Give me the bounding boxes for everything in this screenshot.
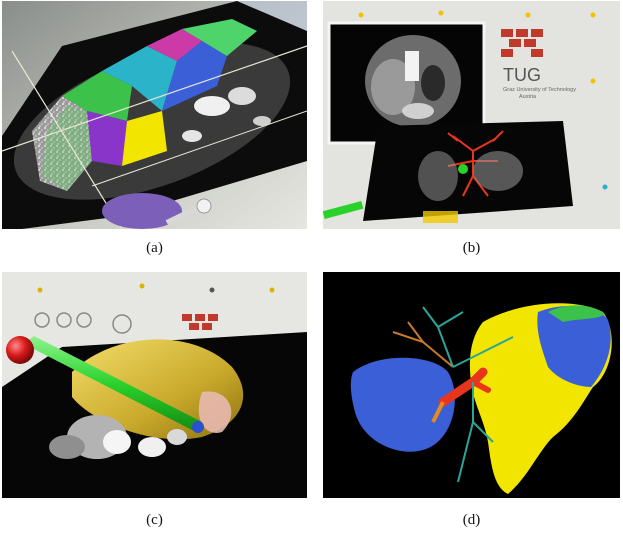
liver-segment-green	[548, 305, 605, 322]
vessel-model-panel	[363, 121, 573, 221]
liver-segments	[32, 19, 257, 191]
liver-segment-blue-right	[537, 305, 611, 387]
panel-d-svg	[323, 272, 620, 498]
liver-segment-blue-left	[350, 357, 455, 452]
panel-c-image	[2, 272, 307, 498]
panel-d-image	[323, 272, 620, 498]
caption-a: (a)	[146, 240, 163, 256]
panel-a-image	[2, 1, 307, 229]
tug-logo-word: TUG	[503, 65, 541, 85]
caption-c: (c)	[146, 512, 163, 528]
tug-logo-line1: Graz University of Technology	[503, 87, 576, 93]
panel-c-svg	[2, 272, 307, 498]
tug-logo-line2: Austria	[519, 94, 537, 100]
caption-b: (b)	[462, 240, 481, 256]
virtual-tool	[6, 336, 204, 433]
vessel-tree	[392, 306, 514, 483]
caption-d: (d)	[462, 512, 481, 528]
panel-b-image: TUG Graz University of Technology Austri…	[323, 1, 620, 229]
tug-logo: TUG Graz University of Technology Austri…	[501, 29, 576, 100]
panel-a-svg	[2, 1, 307, 229]
panel-b-svg: TUG Graz University of Technology Austri…	[323, 1, 620, 229]
